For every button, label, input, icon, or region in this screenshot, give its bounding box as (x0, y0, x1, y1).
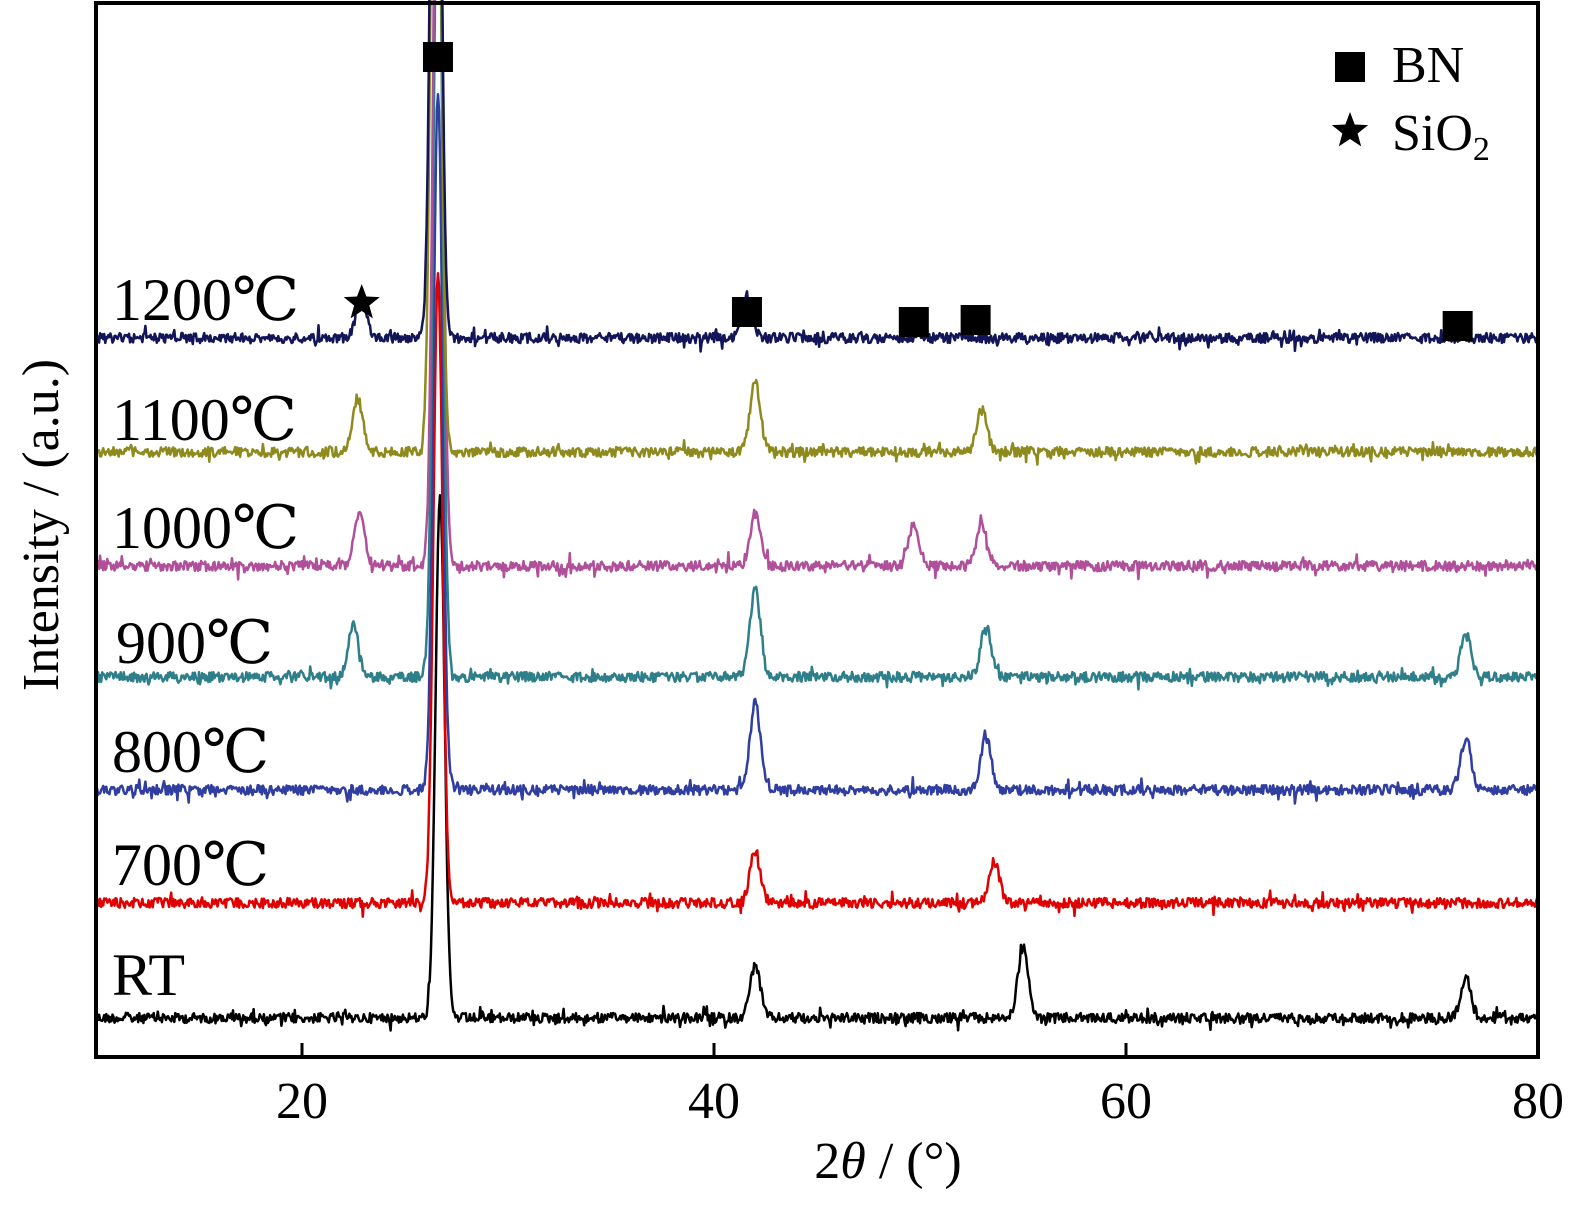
x-tick-label-40: 40 (688, 1073, 740, 1130)
series-line-4 (94, 0, 1540, 691)
x-axis-label: 2θ / (°) (814, 1133, 961, 1190)
series-label-6: 1100℃ (112, 387, 297, 453)
x-tick-label-80: 80 (1512, 1073, 1564, 1130)
series-label-2: 700℃ (112, 832, 269, 898)
series-line-1 (95, 494, 1539, 1032)
legend: BN SiO2 (1331, 37, 1490, 168)
series-line-2 (95, 272, 1540, 918)
series-label-4: 900℃ (116, 610, 273, 676)
peak-marker-layer (343, 42, 1473, 341)
series-label-3: 800℃ (112, 719, 269, 785)
series-label-5: 1000℃ (112, 495, 299, 561)
bn-peak-marker-5 (1442, 311, 1473, 341)
x-tick-layer: 20 40 60 80 (276, 1043, 1564, 1130)
bn-peak-marker-2 (731, 297, 762, 327)
series-line-6 (94, 0, 1540, 466)
series-line-3 (94, 92, 1540, 805)
series-line-7 (94, 0, 1539, 353)
plot-frame (94, 1, 1540, 1059)
legend-sio2-label: SiO2 (1392, 105, 1490, 168)
legend-bn-label: BN (1392, 37, 1464, 94)
legend-bn-square-icon (1335, 52, 1365, 82)
series-label-7: 1200℃ (112, 267, 299, 333)
series-layer (94, 0, 1540, 1032)
x-axis-label-prefix: 2 (814, 1133, 840, 1190)
bn-peak-marker-4 (960, 305, 991, 335)
x-axis-label-unit: / (°) (866, 1133, 962, 1190)
series-label-layer: RT 700℃ 800℃ 900℃ 1000℃ 1100℃ 1200℃ (112, 267, 299, 1008)
legend-sio2-label-sub: 2 (1473, 131, 1490, 168)
bn-peak-marker-3 (898, 307, 929, 337)
bn-peak-marker-1 (422, 42, 453, 72)
y-axis-label: Intensity / (a.u.) (13, 359, 70, 691)
x-axis-label-theta: θ (840, 1133, 866, 1190)
legend-sio2-star-icon (1331, 112, 1369, 147)
legend-sio2-label-main: SiO (1392, 105, 1473, 162)
x-tick-label-20: 20 (276, 1073, 328, 1130)
sio2-peak-marker-1 (343, 284, 380, 319)
series-label-1: RT (112, 942, 185, 1008)
series-line-5 (95, 0, 1540, 581)
x-tick-label-60: 60 (1100, 1073, 1152, 1130)
